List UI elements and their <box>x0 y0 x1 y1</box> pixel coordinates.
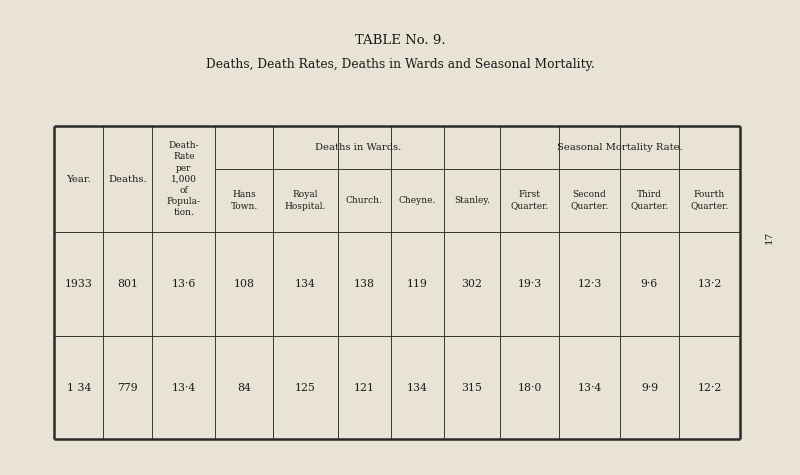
Text: 108: 108 <box>234 279 254 289</box>
Text: 12·3: 12·3 <box>578 279 602 289</box>
Text: 1933: 1933 <box>65 279 93 289</box>
Text: 125: 125 <box>294 383 316 393</box>
Text: 801: 801 <box>118 279 138 289</box>
Text: TABLE No. 9.: TABLE No. 9. <box>354 34 446 47</box>
Text: Death-
Rate
per
1,000
of
Popula-
tion.: Death- Rate per 1,000 of Popula- tion. <box>166 142 201 217</box>
Text: 18·0: 18·0 <box>518 383 542 393</box>
Text: 13·2: 13·2 <box>698 279 722 289</box>
Text: 134: 134 <box>407 383 428 393</box>
Text: 134: 134 <box>294 279 316 289</box>
Text: Deaths.: Deaths. <box>108 175 147 184</box>
Text: Cheyne.: Cheyne. <box>398 196 436 205</box>
Text: Seasonal Mortality Rate.: Seasonal Mortality Rate. <box>557 142 683 152</box>
Text: 121: 121 <box>354 383 374 393</box>
Text: Year.: Year. <box>66 175 91 184</box>
Text: 17: 17 <box>765 231 774 244</box>
Text: 315: 315 <box>462 383 482 393</box>
Text: 13·6: 13·6 <box>171 279 196 289</box>
Text: 779: 779 <box>118 383 138 393</box>
Text: 13·4: 13·4 <box>172 383 196 393</box>
Text: Third
Quarter.: Third Quarter. <box>630 190 669 210</box>
Text: Fourth
Quarter.: Fourth Quarter. <box>690 190 729 210</box>
Text: 138: 138 <box>354 279 374 289</box>
Text: Church.: Church. <box>346 196 382 205</box>
Text: 12·2: 12·2 <box>698 383 722 393</box>
Text: 1 34: 1 34 <box>66 383 91 393</box>
Text: 9·6: 9·6 <box>641 279 658 289</box>
Text: 119: 119 <box>407 279 428 289</box>
Text: Royal
Hospital.: Royal Hospital. <box>285 190 326 210</box>
Text: Deaths, Death Rates, Deaths in Wards and Seasonal Mortality.: Deaths, Death Rates, Deaths in Wards and… <box>206 57 594 71</box>
Text: First
Quarter.: First Quarter. <box>510 190 549 210</box>
Text: 84: 84 <box>237 383 251 393</box>
Text: Second
Quarter.: Second Quarter. <box>570 190 609 210</box>
Text: Deaths in Wards.: Deaths in Wards. <box>314 142 401 152</box>
Text: 19·3: 19·3 <box>518 279 542 289</box>
Text: Hans
Town.: Hans Town. <box>230 190 258 210</box>
Text: 302: 302 <box>462 279 482 289</box>
Text: Stanley.: Stanley. <box>454 196 490 205</box>
Text: 9·9: 9·9 <box>641 383 658 393</box>
Text: 13·4: 13·4 <box>578 383 602 393</box>
